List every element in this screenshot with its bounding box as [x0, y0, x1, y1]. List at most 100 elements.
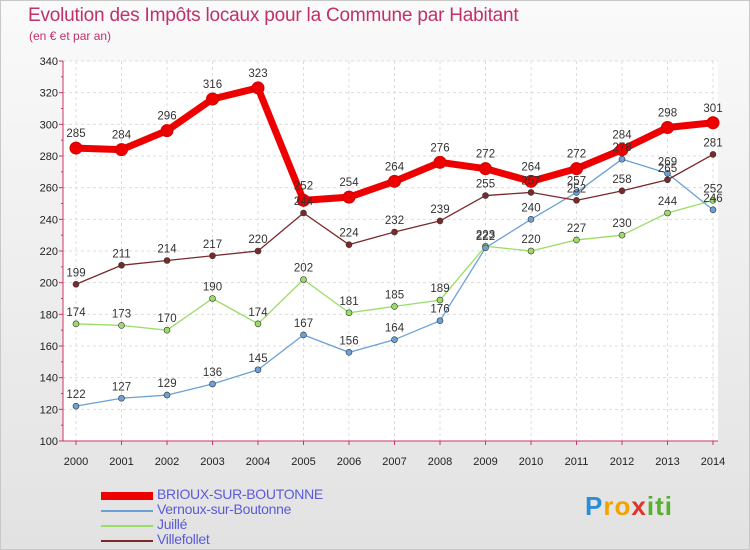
data-point [345, 241, 353, 248]
legend-label: BRIOUX-SUR-BOUTONNE [157, 486, 323, 502]
data-point [72, 320, 80, 328]
data-point [254, 247, 262, 255]
y-tick-label: 260 [40, 183, 58, 195]
data-label: 214 [157, 244, 177, 256]
data-point [391, 303, 398, 310]
data-point [300, 276, 307, 283]
data-label: 244 [294, 196, 314, 208]
data-label: 173 [112, 308, 131, 320]
data-label: 185 [385, 289, 404, 301]
data-point [527, 247, 535, 255]
x-tick-label: 2012 [610, 456, 634, 468]
data-label: 269 [658, 156, 677, 168]
data-label: 176 [430, 304, 449, 316]
data-label: 244 [658, 196, 678, 208]
data-label: 136 [203, 367, 222, 379]
data-point [527, 189, 535, 196]
y-tick-label: 300 [40, 119, 58, 131]
legend-swatch [101, 492, 153, 500]
logo-letter: i [664, 491, 673, 521]
proxiti-logo: Proxiti [585, 491, 673, 522]
data-point [573, 236, 580, 244]
data-label: 170 [157, 313, 176, 325]
data-point [254, 320, 262, 328]
data-point [209, 380, 216, 388]
data-label: 227 [567, 223, 586, 235]
x-tick-label: 2013 [655, 456, 679, 468]
data-label: 189 [430, 283, 449, 295]
data-label: 258 [612, 174, 631, 186]
y-tick-label: 280 [40, 151, 58, 163]
data-point [209, 295, 216, 302]
chart-title: Evolution des Impôts locaux pour la Comm… [28, 5, 519, 26]
data-label: 164 [385, 323, 405, 335]
data-point [118, 322, 125, 329]
data-label: 255 [476, 179, 495, 191]
y-tick-label: 180 [40, 309, 58, 321]
data-label: 220 [521, 234, 540, 246]
data-label: 252 [703, 183, 722, 195]
legend-label: Vernoux-sur-Boutonne [157, 501, 292, 517]
data-point [118, 261, 125, 269]
y-tick-label: 100 [40, 436, 58, 448]
logo-letter: t [655, 491, 665, 521]
data-label: 240 [521, 202, 540, 214]
data-point [163, 257, 171, 264]
data-label: 232 [385, 215, 404, 227]
data-label: 239 [430, 204, 449, 216]
data-label: 264 [521, 161, 541, 173]
data-point [709, 197, 717, 204]
y-tick-label: 340 [40, 56, 58, 68]
data-point [524, 174, 538, 188]
data-point [300, 209, 307, 217]
data-point [573, 189, 580, 196]
data-label: 145 [248, 353, 267, 365]
data-label: 285 [66, 128, 85, 140]
data-label: 224 [339, 228, 359, 240]
y-tick-label: 160 [40, 341, 58, 353]
logo-letter: o [614, 491, 632, 521]
data-label: 167 [294, 318, 313, 330]
x-tick-label: 2009 [473, 456, 497, 468]
data-point [433, 155, 447, 169]
x-tick-label: 2005 [291, 456, 315, 468]
legend-label: Villefollet [157, 531, 210, 547]
data-label: 281 [703, 137, 722, 149]
data-point [254, 366, 262, 374]
data-label: 284 [112, 130, 132, 142]
data-point [391, 336, 398, 343]
data-point [709, 151, 717, 158]
data-label: 252 [294, 180, 313, 192]
data-label: 272 [567, 149, 586, 161]
data-point [163, 326, 171, 334]
data-point [706, 116, 720, 130]
data-label: 252 [567, 183, 586, 195]
data-label: 181 [339, 296, 358, 308]
data-point [436, 217, 444, 225]
legend-swatch [101, 525, 153, 527]
data-label: 190 [203, 282, 222, 294]
x-tick-label: 2014 [701, 456, 725, 468]
data-label: 222 [476, 231, 495, 243]
data-point [615, 143, 629, 157]
data-label: 220 [248, 234, 267, 246]
y-tick-label: 240 [40, 214, 58, 226]
data-label: 211 [112, 248, 130, 260]
data-point [664, 209, 671, 217]
data-label: 174 [66, 307, 86, 319]
data-point [664, 170, 671, 177]
data-point [436, 317, 444, 324]
data-label: 284 [612, 130, 632, 142]
data-point [115, 143, 128, 157]
data-label: 230 [612, 218, 631, 230]
data-label: 199 [66, 267, 85, 279]
chart-subtitle: (en € et par an) [29, 29, 112, 43]
x-tick-label: 2008 [428, 456, 452, 468]
data-label: 223 [476, 229, 495, 241]
data-label: 264 [385, 161, 405, 173]
data-point [527, 216, 535, 223]
data-point [570, 162, 583, 176]
data-point [206, 92, 219, 106]
legend-label: Juillé [157, 516, 188, 532]
data-label: 278 [612, 142, 631, 154]
